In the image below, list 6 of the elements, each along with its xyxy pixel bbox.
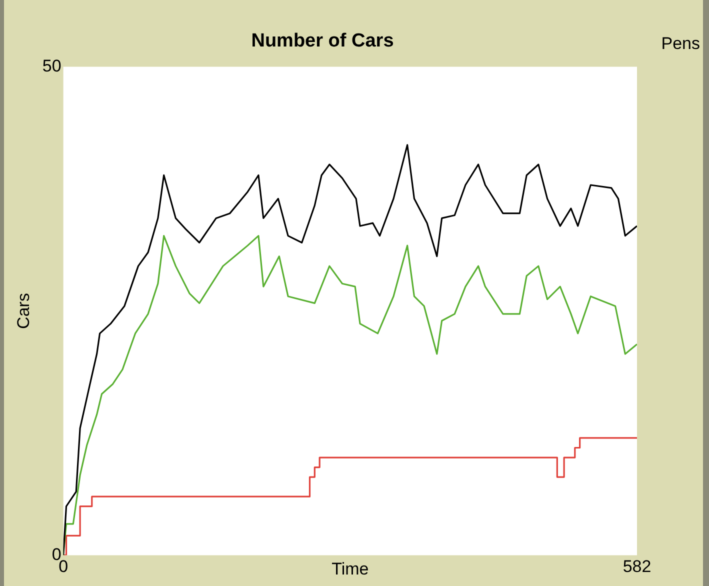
y-tick-label: 50 — [42, 56, 62, 76]
x-tick-label: 582 — [622, 557, 652, 576]
y-axis-title: Cars — [14, 293, 33, 329]
chart-title: Number of Cars — [251, 30, 394, 52]
text: Pens — [661, 34, 700, 54]
x-axis-title: Time — [332, 559, 369, 578]
